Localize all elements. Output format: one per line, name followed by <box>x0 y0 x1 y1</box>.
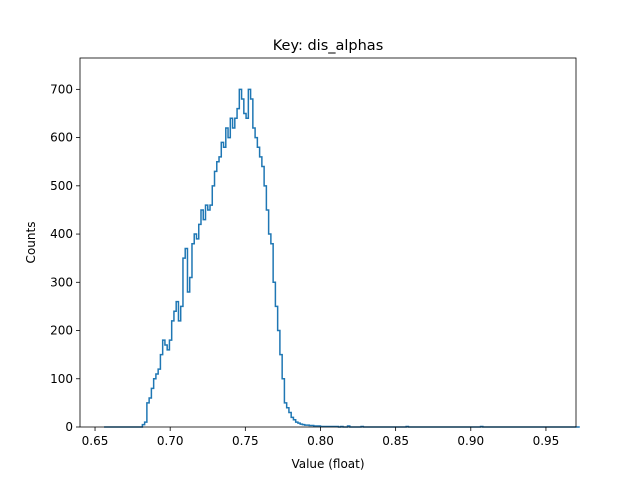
x-tick-label: 0.85 <box>382 434 409 448</box>
y-tick-label: 700 <box>50 82 73 96</box>
y-tick-label: 0 <box>65 420 73 434</box>
x-axis: 0.65 0.70 0.75 0.80 0.85 0.90 0.95 <box>82 427 560 448</box>
x-axis-label: Value (float) <box>291 457 364 471</box>
y-tick-label: 400 <box>50 227 73 241</box>
y-tick-label: 100 <box>50 372 73 386</box>
y-tick-label: 200 <box>50 324 73 338</box>
y-tick-label: 600 <box>50 131 73 145</box>
x-tick-label: 0.90 <box>457 434 484 448</box>
x-tick-label: 0.95 <box>533 434 560 448</box>
x-tick-label: 0.75 <box>232 434 259 448</box>
y-tick-label: 300 <box>50 275 73 289</box>
x-tick-label: 0.80 <box>307 434 334 448</box>
y-axis-label: Counts <box>24 222 38 264</box>
x-tick-label: 0.65 <box>82 434 109 448</box>
x-tick-label: 0.70 <box>157 434 184 448</box>
y-tick-label: 500 <box>50 179 73 193</box>
plot-frame <box>79 57 577 428</box>
chart-title: Key: dis_alphas <box>273 38 384 54</box>
y-axis: 0 100 200 300 400 500 600 700 <box>50 82 80 434</box>
